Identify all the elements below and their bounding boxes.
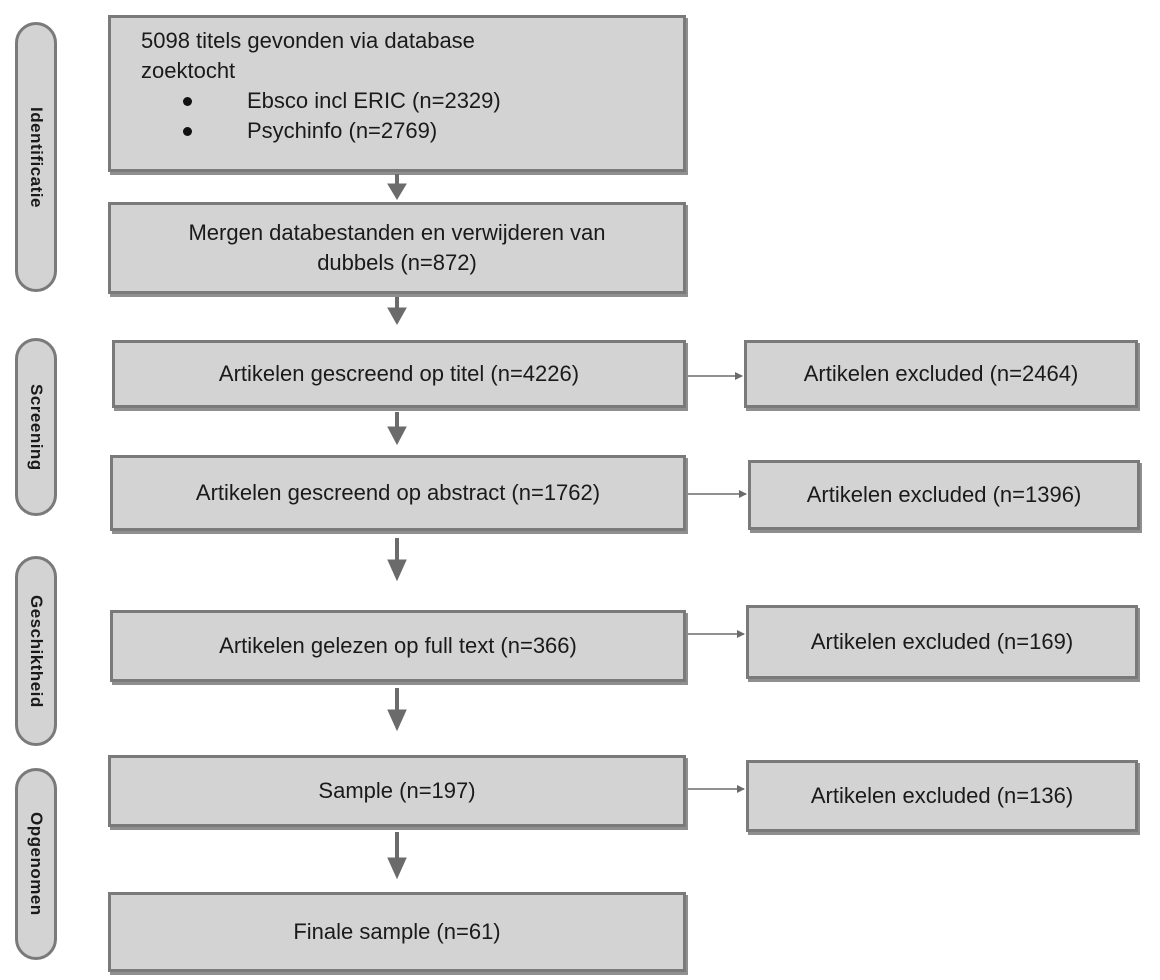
- excluded-abstract-label: Artikelen excluded (n=1396): [806, 482, 1082, 507]
- phase-opgenomen-label: Opgenomen: [27, 812, 46, 916]
- excluded-title-label: Artikelen excluded (n=2464): [803, 361, 1079, 386]
- identification-line-1: 5098 titels gevonden via database: [141, 28, 475, 53]
- abstract-screen-label: Artikelen gescreend op abstract (n=1762): [195, 480, 601, 505]
- identification-line-2: zoektocht: [141, 58, 236, 83]
- excluded-full-text-box: Artikelen excluded (n=169): [746, 605, 1138, 679]
- arrowhead-down: [387, 559, 407, 582]
- phase-opgenomen: Opgenomen: [15, 768, 57, 960]
- source-list: Ebsco incl ERIC (n=2329) Psychinfo (n=27…: [141, 86, 501, 146]
- arrowhead-down: [387, 183, 407, 200]
- phase-identificatie-label: Identificatie: [27, 106, 46, 208]
- source-item: Ebsco incl ERIC (n=2329): [141, 86, 501, 116]
- title-screen-label: Artikelen gescreend op titel (n=4226): [218, 361, 580, 386]
- sample-box: Sample (n=197): [108, 755, 686, 827]
- title-screen-box: Artikelen gescreend op titel (n=4226): [112, 340, 686, 408]
- bullet-icon: [183, 126, 192, 136]
- source-item: Psychinfo (n=2769): [141, 116, 501, 146]
- source-ebsco: Ebsco incl ERIC (n=2329): [247, 88, 501, 113]
- identification-box: 5098 titels gevonden via database zoekto…: [108, 15, 686, 172]
- excluded-sample-box: Artikelen excluded (n=136): [746, 760, 1138, 832]
- full-text-label: Artikelen gelezen op full text (n=366): [219, 633, 577, 658]
- phase-screening-label: Screening: [27, 383, 46, 471]
- phase-identificatie: Identificatie: [15, 22, 57, 292]
- abstract-screen-box: Artikelen gescreend op abstract (n=1762): [110, 455, 686, 531]
- phase-screening: Screening: [15, 338, 57, 516]
- phase-geschiktheid-label: Geschiktheid: [27, 594, 46, 708]
- arrowhead-down: [387, 307, 407, 326]
- source-psychinfo: Psychinfo (n=2769): [247, 118, 438, 143]
- arrowhead-down: [387, 426, 407, 446]
- excluded-full-text-label: Artikelen excluded (n=169): [810, 629, 1074, 654]
- arrowhead-down: [387, 709, 407, 732]
- merge-box: Mergen databestanden en verwijderen van …: [108, 202, 686, 294]
- merge-label: Mergen databestanden en verwijderen van …: [188, 220, 606, 275]
- final-sample-label: Finale sample (n=61): [293, 919, 501, 944]
- bullet-icon: [183, 96, 192, 106]
- excluded-abstract-box: Artikelen excluded (n=1396): [748, 460, 1140, 530]
- identification-content: 5098 titels gevonden via database zoekto…: [111, 18, 501, 146]
- arrowhead-down: [387, 857, 407, 880]
- excluded-sample-label: Artikelen excluded (n=136): [810, 783, 1074, 808]
- excluded-title-box: Artikelen excluded (n=2464): [744, 340, 1138, 408]
- full-text-box: Artikelen gelezen op full text (n=366): [110, 610, 686, 682]
- phase-geschiktheid: Geschiktheid: [15, 556, 57, 746]
- final-sample-box: Finale sample (n=61): [108, 892, 686, 972]
- sample-label: Sample (n=197): [318, 778, 476, 803]
